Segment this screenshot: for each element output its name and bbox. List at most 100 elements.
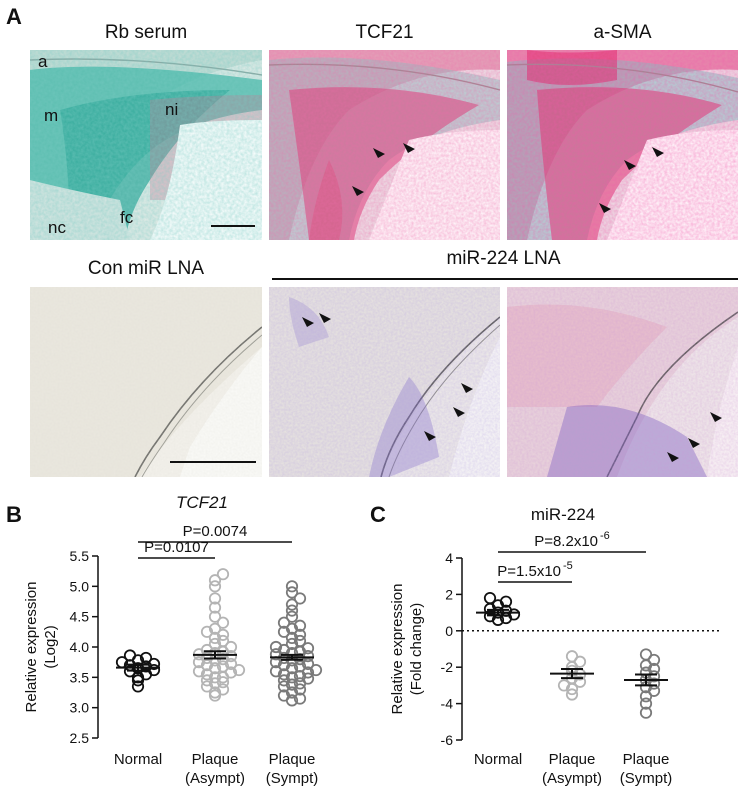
asma-micrograph bbox=[507, 50, 738, 240]
data-point bbox=[639, 697, 653, 710]
data-point bbox=[216, 683, 230, 696]
y-axis-label: Relative expression (Log2) bbox=[23, 582, 59, 713]
data-point bbox=[224, 666, 238, 679]
data-point bbox=[293, 628, 307, 641]
data-point bbox=[208, 637, 222, 651]
data-point bbox=[208, 580, 222, 593]
data-point bbox=[269, 640, 283, 654]
data-point bbox=[208, 622, 222, 635]
rb-serum-micrograph: a m ni nc fc bbox=[30, 50, 262, 240]
data-point bbox=[277, 680, 291, 693]
data-point bbox=[208, 686, 222, 699]
panel-label-c: C bbox=[370, 502, 386, 527]
tcf21-micrograph bbox=[269, 50, 500, 240]
rb-serum-title: Rb serum bbox=[104, 22, 188, 43]
data-point bbox=[285, 662, 299, 675]
data-point bbox=[200, 674, 214, 687]
group-2 bbox=[269, 580, 323, 707]
data-point bbox=[208, 601, 222, 614]
data-point bbox=[285, 604, 299, 617]
category-label-sub: (Asympt) bbox=[542, 770, 602, 787]
data-point bbox=[216, 616, 230, 629]
y-tick-label: 4 bbox=[445, 550, 453, 566]
data-point bbox=[639, 706, 653, 719]
data-point bbox=[565, 682, 579, 696]
data-point bbox=[293, 692, 307, 705]
data-point bbox=[285, 598, 299, 611]
y-tick-label: 2 bbox=[445, 586, 453, 602]
data-point bbox=[224, 640, 238, 654]
chart-title: miR-224 bbox=[531, 505, 595, 524]
y-tick-label: 4.5 bbox=[70, 609, 90, 625]
data-point bbox=[293, 619, 307, 632]
mir224-chart: miR-224 -6 -4 -2 0 2 4 Relative expression (Fold… bbox=[389, 505, 720, 787]
data-point bbox=[216, 634, 230, 648]
category-label: Normal bbox=[474, 751, 522, 768]
data-point bbox=[285, 631, 299, 644]
mir224-lna-title: miR-224 LNA bbox=[446, 248, 561, 269]
scale-bar-top bbox=[211, 225, 255, 227]
category-label-sub: (Sympt) bbox=[620, 770, 673, 787]
category-label: Plaque bbox=[623, 751, 670, 768]
group-1 bbox=[192, 568, 246, 702]
tissue-label-m: m bbox=[44, 106, 59, 125]
group-2 bbox=[624, 648, 668, 719]
data-point bbox=[285, 610, 299, 623]
tissue-label-ni: ni bbox=[165, 100, 179, 119]
y-tick-label: 5.0 bbox=[70, 578, 90, 594]
chart-title: TCF21 bbox=[176, 493, 228, 512]
data-point bbox=[573, 655, 587, 668]
data-point bbox=[277, 674, 291, 687]
data-point bbox=[232, 663, 246, 677]
group-0 bbox=[476, 591, 521, 626]
data-point bbox=[200, 625, 214, 638]
y-tick-label: -6 bbox=[441, 732, 454, 748]
data-point bbox=[208, 662, 222, 675]
y-tick-label: -4 bbox=[441, 696, 454, 712]
comparison-label: P=0.0074 bbox=[183, 523, 248, 540]
data-point bbox=[285, 637, 299, 651]
data-point bbox=[301, 672, 315, 685]
con-mir-lna-micrograph bbox=[30, 287, 262, 477]
data-point bbox=[285, 580, 299, 593]
y-tick-label: 3.5 bbox=[70, 669, 90, 685]
data-point bbox=[301, 642, 315, 655]
data-point bbox=[285, 586, 299, 599]
data-point bbox=[208, 671, 222, 684]
data-point bbox=[208, 677, 222, 690]
mir224-lna-rule bbox=[272, 278, 738, 280]
data-point bbox=[483, 591, 497, 605]
data-point bbox=[208, 574, 222, 587]
group-0 bbox=[115, 649, 161, 693]
data-point bbox=[309, 663, 323, 677]
tissue-label-nc: nc bbox=[48, 218, 66, 237]
asma-title: a-SMA bbox=[593, 22, 652, 43]
data-point bbox=[139, 651, 153, 665]
panel-label-b: B bbox=[6, 502, 22, 527]
con-mir-lna-title: Con miR LNA bbox=[87, 258, 205, 279]
data-point bbox=[269, 665, 283, 678]
data-point bbox=[208, 592, 222, 605]
data-point bbox=[216, 628, 230, 641]
data-point bbox=[647, 653, 661, 667]
data-point bbox=[277, 616, 291, 629]
data-point bbox=[277, 625, 291, 638]
scale-bar-bottom bbox=[170, 461, 256, 463]
data-point bbox=[285, 622, 299, 635]
y-tick-label: 0 bbox=[445, 623, 453, 639]
data-point bbox=[301, 666, 315, 679]
data-point bbox=[192, 665, 206, 678]
data-point bbox=[216, 568, 230, 581]
data-point bbox=[277, 668, 291, 681]
tissue-label-fc: fc bbox=[120, 208, 134, 227]
data-point bbox=[565, 688, 579, 701]
data-point bbox=[277, 689, 291, 702]
data-point bbox=[200, 668, 214, 681]
y-tick-label: -2 bbox=[441, 659, 454, 675]
y-tick-label: 5.5 bbox=[70, 548, 90, 564]
data-point bbox=[123, 649, 137, 662]
tcf21-title: TCF21 bbox=[355, 22, 414, 43]
data-point bbox=[285, 671, 299, 684]
data-point bbox=[131, 680, 145, 693]
tcf21-chart: TCF21 2.5 3.0 3.5 4.0 4.5 5.0 5.5 Relative expre… bbox=[23, 493, 323, 787]
